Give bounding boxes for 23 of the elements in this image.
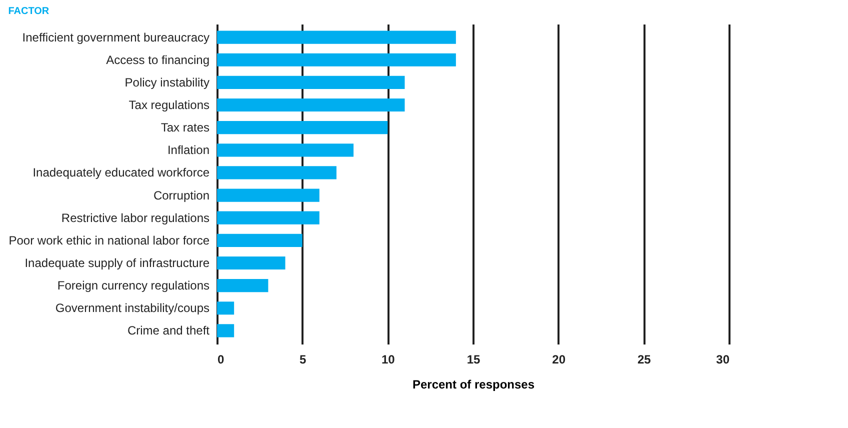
y-tick-label: Inflation	[167, 143, 210, 158]
x-tick-label: 20	[552, 352, 566, 366]
x-tick-label: 15	[466, 352, 480, 366]
x-axis-title: Percent of responses	[412, 378, 535, 392]
y-tick-label: Tax regulations	[128, 98, 210, 112]
y-tick-label: Foreign currency regulations	[57, 278, 210, 293]
x-tick-label: 25	[637, 352, 652, 366]
y-tick-label: Crime and theft	[127, 324, 210, 338]
y-tick-label: Tax rates	[160, 120, 210, 135]
x-tick-label: 0	[218, 352, 224, 366]
y-tick-label: Inadequately educated workforce	[32, 166, 210, 180]
y-tick-label: Restrictive labor regulations	[61, 210, 210, 225]
x-tick-label: 10	[381, 352, 396, 366]
y-tick-label: Inadequate supply of infrastructure	[24, 256, 210, 270]
y-tick-label: Government instability/coups	[55, 301, 210, 316]
x-tick-label: 30	[716, 352, 730, 366]
y-tick-label: Policy instability	[124, 75, 210, 90]
y-tick-label: Inefficient government bureaucracy	[22, 30, 210, 44]
text: FACTOR	[8, 6, 50, 17]
y-tick-label: Poor work ethic in national labor force	[8, 233, 210, 248]
y-tick-label: Corruption	[153, 188, 210, 202]
x-tick-label: 5	[299, 352, 306, 366]
y-tick-label: Access to financing	[106, 52, 210, 67]
